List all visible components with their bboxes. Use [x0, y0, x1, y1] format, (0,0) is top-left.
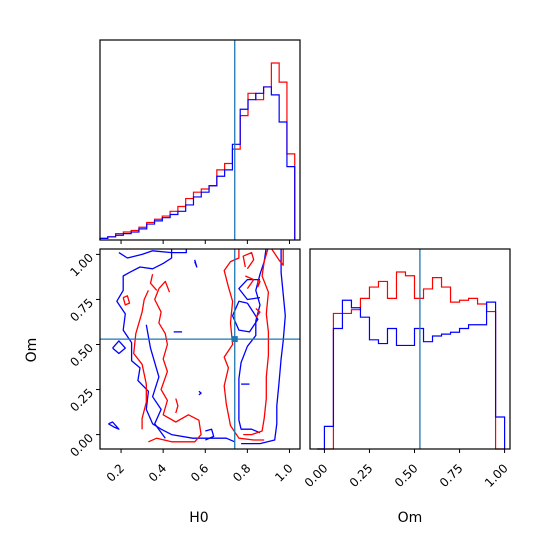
- x-tick-label: 0.2: [104, 461, 127, 484]
- contour-red: [149, 274, 158, 291]
- panel-om-histogram: 0.00 0.25 0.50 0.75 1.00: [302, 248, 511, 490]
- h0-histogram-ticks: [120, 240, 290, 244]
- y-axis-label-om: Om: [24, 338, 40, 363]
- contour-frame: [99, 248, 301, 450]
- x-tick-label: 1.00: [482, 461, 511, 490]
- contour-red: [133, 290, 149, 430]
- contour-blue: [112, 340, 126, 355]
- contour-red: [257, 279, 261, 288]
- contour-red: [122, 295, 131, 306]
- contour-blue: [116, 249, 235, 443]
- y-tick-label: 0.75: [67, 296, 96, 325]
- contour-blue: [238, 278, 261, 301]
- panel-h0-histogram: [99, 39, 301, 244]
- x-axis-label-om: Om: [398, 510, 423, 526]
- contour-blue: [194, 259, 198, 268]
- x-tick-label: 0.50: [392, 461, 421, 490]
- histogram-blue-series: [99, 86, 296, 240]
- x-tick-label: 0.00: [302, 461, 331, 490]
- om-histogram-frame: [309, 248, 511, 450]
- x-axis-label-h0: H0: [189, 510, 208, 526]
- contour-red: [158, 280, 171, 293]
- contour-red: [270, 249, 284, 266]
- contour-red: [223, 249, 265, 441]
- x-tick-label: 0.6: [188, 461, 211, 484]
- h0-histogram-frame: [99, 39, 301, 241]
- contour-clip-group: [100, 249, 300, 449]
- x-tick-label: 0.8: [230, 461, 253, 484]
- contour-blue: [118, 249, 187, 259]
- contour-lines: [100, 249, 300, 449]
- h0-histogram-steps: [99, 40, 296, 240]
- contour-blue: [205, 428, 215, 441]
- x-tick-label: 0.4: [146, 461, 169, 484]
- contour-blue: [241, 249, 286, 445]
- truth-marker: [231, 336, 238, 343]
- x-tick-label: 0.75: [437, 461, 466, 490]
- contour-blue: [198, 390, 202, 396]
- y-tick-label: 0.00: [67, 431, 96, 460]
- contour-red: [243, 249, 270, 436]
- contour-blue: [108, 421, 120, 430]
- contour-red: [255, 308, 261, 318]
- y-tick-label: 1.00: [67, 251, 96, 280]
- panel-h0-om-contour: 0.2 0.4 0.6 0.8 1.0 0.00 0.25 0.50 0.75 1.00: [67, 248, 301, 485]
- y-tick-label: 0.50: [67, 341, 96, 370]
- x-tick-label: 0.25: [347, 461, 376, 490]
- contour-red: [245, 275, 255, 289]
- histogram-red-series: [317, 271, 505, 450]
- contour-red: [242, 251, 255, 270]
- om-histogram-ticks: 0.00 0.25 0.50 0.75 1.00: [302, 449, 511, 490]
- contour-red: [148, 288, 202, 443]
- contour-red: [175, 398, 179, 414]
- x-tick-label: 1.0: [272, 461, 295, 484]
- y-tick-label: 0.25: [67, 386, 96, 415]
- om-histogram-steps: [317, 249, 506, 450]
- histogram-blue-series: [317, 299, 506, 450]
- contour-blue: [145, 324, 166, 439]
- histogram-red-series: [99, 62, 296, 240]
- contour-blue: [231, 300, 259, 333]
